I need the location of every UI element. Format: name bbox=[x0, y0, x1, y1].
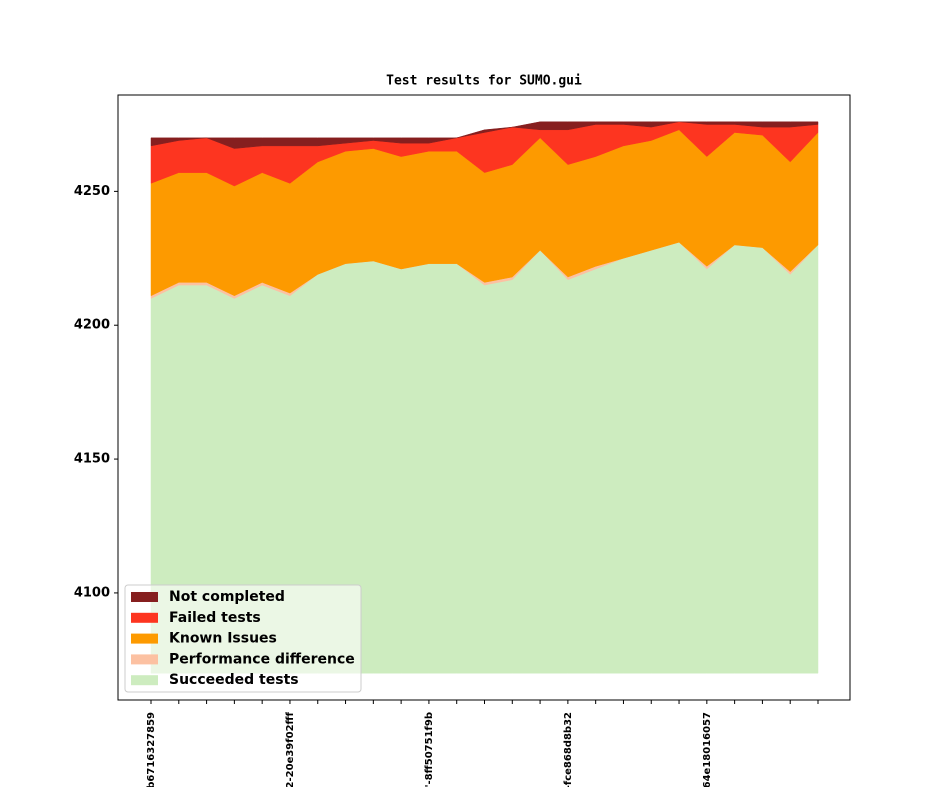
x-tick-label: b6716327859 bbox=[146, 712, 157, 787]
legend-swatch bbox=[131, 592, 158, 602]
area bbox=[150, 121, 819, 149]
x-tick-label: -fce868d8b32 bbox=[563, 712, 574, 787]
y-tick-label: 4200 bbox=[74, 318, 110, 333]
legend-label: Failed tests bbox=[169, 610, 261, 626]
legend-swatch bbox=[131, 633, 158, 644]
legend-label: Performance difference bbox=[169, 651, 355, 667]
chart-title: Test results for SUMO.gui bbox=[386, 74, 582, 89]
y-tick-label: 4150 bbox=[74, 452, 110, 467]
legend-swatch bbox=[131, 654, 158, 665]
legend-swatch bbox=[131, 612, 158, 623]
legend-label: Known Issues bbox=[169, 631, 277, 647]
x-tick-label: 64e18016057 bbox=[702, 712, 713, 787]
legend-label: Not completed bbox=[169, 589, 285, 605]
x-tick-label: 2-20e39f02fff bbox=[285, 711, 296, 787]
y-tick-label: 4100 bbox=[74, 585, 110, 600]
x-tick-label: '-8ff50751f9b bbox=[424, 712, 435, 787]
legend-swatch bbox=[131, 675, 158, 686]
legend-label: Succeeded tests bbox=[169, 672, 299, 688]
legend-box bbox=[124, 584, 362, 693]
y-tick-label: 4250 bbox=[74, 184, 110, 199]
legend: Not completed Failed tests Known Issues Per… bbox=[124, 584, 362, 693]
